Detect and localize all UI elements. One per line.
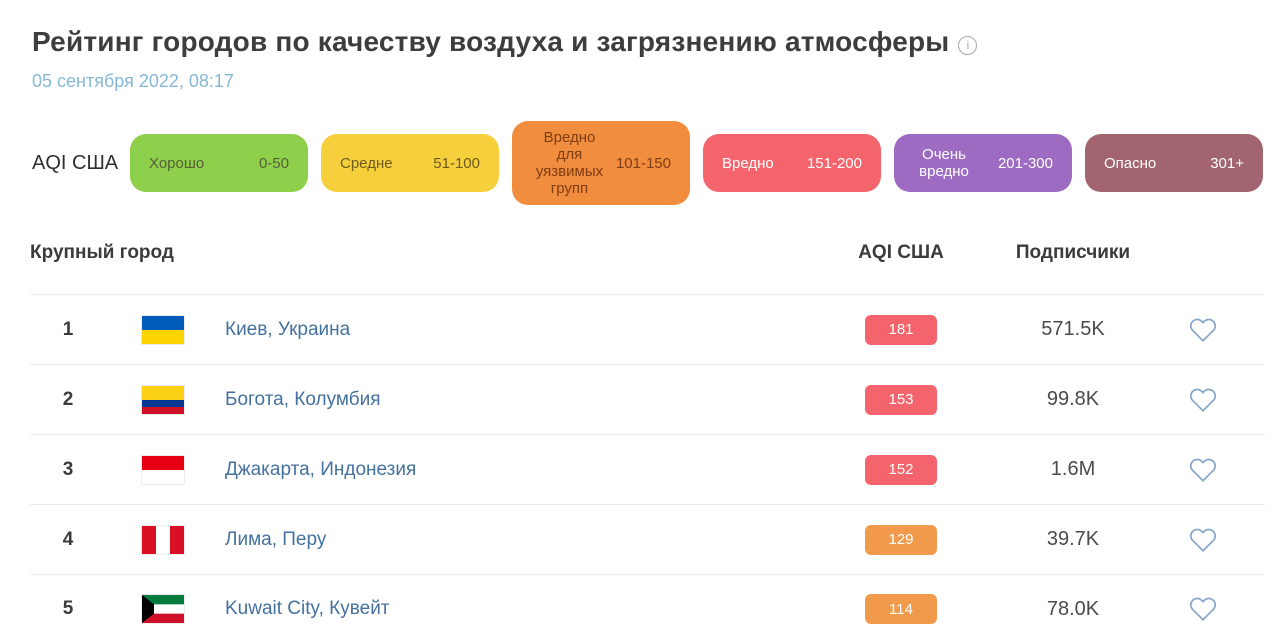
heart-icon bbox=[1190, 458, 1216, 482]
followers-count: 1.6M bbox=[1050, 458, 1096, 480]
city-link[interactable]: Kuwait City, Кувейт bbox=[225, 598, 390, 619]
heart-icon bbox=[1190, 528, 1216, 552]
rank: 3 bbox=[62, 458, 74, 480]
page-header: Рейтинг городов по качеству воздуха и за… bbox=[32, 26, 1265, 58]
legend-badge-range: 0-50 bbox=[258, 154, 289, 172]
aqi-legend-label: AQI США bbox=[32, 151, 119, 174]
timestamp: 05 сентября 2022, 08:17 bbox=[32, 71, 234, 91]
table-row: 4 Лима, Перу 129 39.7K bbox=[30, 504, 1265, 574]
legend-badge-label: Хорошо bbox=[149, 154, 205, 172]
heart-icon bbox=[1190, 318, 1216, 342]
legend-badge-unhealthy: Вредно 151-200 bbox=[703, 134, 881, 192]
table-row: 1 Киев, Украина 181 571.5K bbox=[30, 294, 1265, 364]
info-icon[interactable]: i bbox=[958, 35, 978, 55]
favorite-button[interactable] bbox=[1186, 524, 1220, 556]
flag-ukraine-icon bbox=[142, 315, 184, 344]
legend-badge-range: 101-150 bbox=[615, 154, 671, 172]
table-header: Крупный город AQI США Подписчики bbox=[30, 231, 1265, 275]
aqi-badge: 114 bbox=[865, 594, 937, 624]
legend-badge-label: Вредно bbox=[722, 154, 774, 172]
flag-peru-icon bbox=[142, 525, 184, 554]
favorite-button[interactable] bbox=[1186, 593, 1220, 625]
aqi-badge: 181 bbox=[865, 314, 937, 345]
favorite-button[interactable] bbox=[1186, 314, 1220, 346]
aqi-legend: AQI США Хорошо 0-50 Средне 51-100 Вредно… bbox=[32, 121, 1265, 205]
legend-badge-label: Вредно для уязвимых групп bbox=[535, 129, 604, 197]
legend-badge-range: 301+ bbox=[1210, 154, 1244, 172]
legend-badge-good: Хорошо 0-50 bbox=[130, 134, 308, 192]
city-link[interactable]: Богота, Колумбия bbox=[225, 388, 381, 410]
flag-colombia-icon bbox=[142, 385, 184, 414]
legend-badge-range: 51-100 bbox=[433, 154, 480, 172]
city-link[interactable]: Джакарта, Индонезия bbox=[225, 458, 417, 480]
rank: 2 bbox=[62, 388, 74, 410]
rank: 5 bbox=[62, 598, 74, 619]
header-aqi: AQI США bbox=[858, 242, 944, 263]
city-ranking-table: 1 Киев, Украина 181 571.5K 2 bbox=[30, 294, 1265, 629]
legend-badge-label: Средне bbox=[340, 154, 393, 172]
legend-badge-label: Очень вредно bbox=[919, 146, 969, 180]
legend-badge-range: 151-200 bbox=[806, 154, 862, 172]
legend-badge-moderate: Средне 51-100 bbox=[321, 134, 499, 192]
table-row: 2 Богота, Колумбия 153 99.8K bbox=[30, 364, 1265, 434]
city-link[interactable]: Киев, Украина bbox=[225, 318, 351, 340]
header-city: Крупный город bbox=[30, 242, 174, 263]
page-title: Рейтинг городов по качеству воздуха и за… bbox=[32, 26, 950, 57]
legend-badge-hazardous: Опасно 301+ bbox=[1085, 134, 1263, 192]
heart-icon bbox=[1190, 597, 1216, 622]
followers-count: 571.5K bbox=[1041, 318, 1105, 340]
rank: 1 bbox=[62, 318, 74, 340]
flag-kuwait-icon bbox=[142, 595, 184, 623]
header-followers: Подписчики bbox=[1015, 242, 1131, 263]
followers-count: 78.0K bbox=[1046, 597, 1100, 620]
favorite-button[interactable] bbox=[1186, 454, 1220, 486]
heart-icon bbox=[1190, 388, 1216, 412]
rank: 4 bbox=[62, 528, 74, 550]
legend-badge-very-unhealthy: Очень вредно 201-300 bbox=[894, 134, 1072, 192]
legend-badge-unhealthy-sensitive: Вредно для уязвимых групп 101-150 bbox=[512, 121, 690, 205]
aqi-badge: 129 bbox=[865, 524, 937, 555]
aqi-badge: 153 bbox=[865, 384, 937, 415]
aqi-legend-badges: Хорошо 0-50 Средне 51-100 Вредно для уяз… bbox=[130, 121, 1265, 205]
legend-badge-range: 201-300 bbox=[997, 154, 1053, 172]
followers-count: 39.7K bbox=[1046, 528, 1100, 550]
flag-indonesia-icon bbox=[142, 455, 184, 484]
followers-count: 99.8K bbox=[1046, 388, 1100, 410]
favorite-button[interactable] bbox=[1186, 384, 1220, 416]
aqi-badge: 152 bbox=[865, 454, 937, 485]
table-row: 3 Джакарта, Индонезия 152 1.6M bbox=[30, 434, 1265, 504]
city-link[interactable]: Лима, Перу bbox=[225, 528, 327, 550]
legend-badge-label: Опасно bbox=[1104, 154, 1157, 172]
table-row: 5 Kuwait City, Кувейт 114 78.0K bbox=[30, 574, 1265, 629]
